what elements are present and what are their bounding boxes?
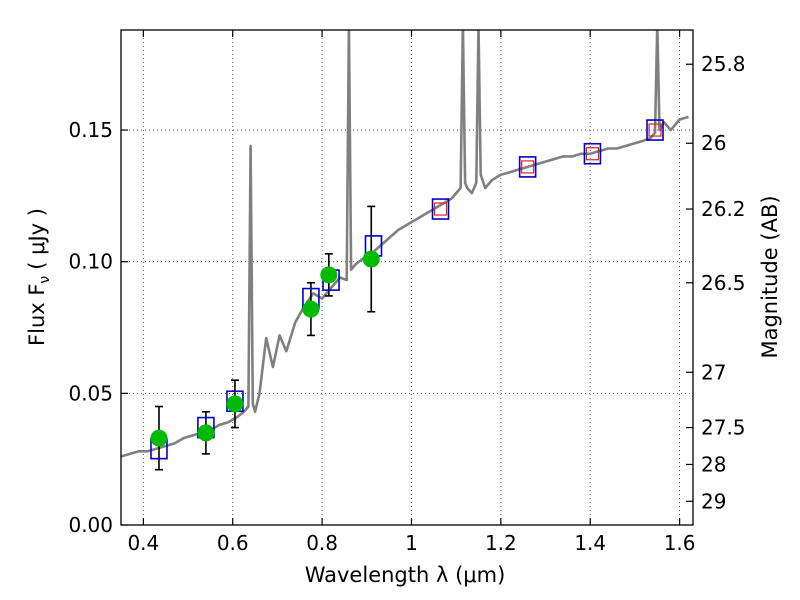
y2-tick-label: 26.5 bbox=[701, 271, 746, 295]
x-tick-label: 1.4 bbox=[574, 531, 606, 555]
observed-point bbox=[320, 266, 338, 284]
x-tick-label: 0.4 bbox=[127, 531, 159, 555]
y-axis-label-subscript: ν bbox=[37, 276, 53, 284]
y2-tick-label: 26.2 bbox=[701, 197, 746, 221]
observed-point bbox=[302, 300, 320, 318]
model-point bbox=[583, 142, 602, 165]
x-tick-label: 1.2 bbox=[485, 531, 517, 555]
x-tick-label: 1 bbox=[405, 531, 418, 555]
y-tick-label: 0.05 bbox=[68, 381, 113, 405]
observed-point bbox=[197, 424, 215, 442]
model-point bbox=[518, 156, 537, 178]
spectrum-series bbox=[121, 30, 689, 458]
y2-tick-label: 26 bbox=[701, 131, 726, 155]
hst-point bbox=[521, 160, 535, 174]
observed-point bbox=[150, 429, 168, 447]
y-tick-label: 0.15 bbox=[68, 118, 113, 142]
hst-point bbox=[648, 123, 662, 137]
y-axis-label-unit: ( μJy ) bbox=[25, 208, 49, 270]
x-tick-label: 1.6 bbox=[664, 531, 696, 555]
y-axis-label-main: Flux F bbox=[25, 284, 49, 346]
y-axis-label: Flux Fν ( μJy ) bbox=[25, 208, 53, 346]
grid bbox=[121, 30, 693, 526]
hst-point bbox=[585, 147, 600, 161]
y2-tick-label: 28 bbox=[701, 452, 726, 476]
hst-point bbox=[433, 202, 448, 216]
y-tick-label: 0.10 bbox=[68, 250, 113, 274]
y2-tick-label: 27.5 bbox=[701, 416, 746, 440]
observed-point bbox=[362, 250, 380, 268]
y-tick-label: 0.00 bbox=[68, 513, 113, 537]
hst-photometry-series bbox=[433, 123, 662, 216]
y2-axis-label: Magnitude (AB) bbox=[758, 195, 782, 358]
axes: 0.4 0.6 0.8 1 1.2 1.4 1.6 0.00 0.05 0.10 0.15 25.8 2… bbox=[68, 29, 746, 555]
y2-tick-label: 25.8 bbox=[701, 52, 746, 76]
x-axis-label: Wavelength λ (μm) bbox=[305, 563, 506, 587]
model-point bbox=[431, 198, 450, 220]
x-tick-label: 0.6 bbox=[217, 531, 249, 555]
plot-frame bbox=[120, 29, 694, 526]
model-point bbox=[646, 119, 664, 141]
observed-point bbox=[226, 395, 244, 413]
y2-tick-label: 29 bbox=[701, 489, 726, 513]
x-tick-label: 0.8 bbox=[306, 531, 338, 555]
y2-tick-label: 27 bbox=[701, 360, 726, 384]
observed-photometry-series bbox=[150, 250, 380, 447]
spectrum-line bbox=[121, 30, 689, 458]
